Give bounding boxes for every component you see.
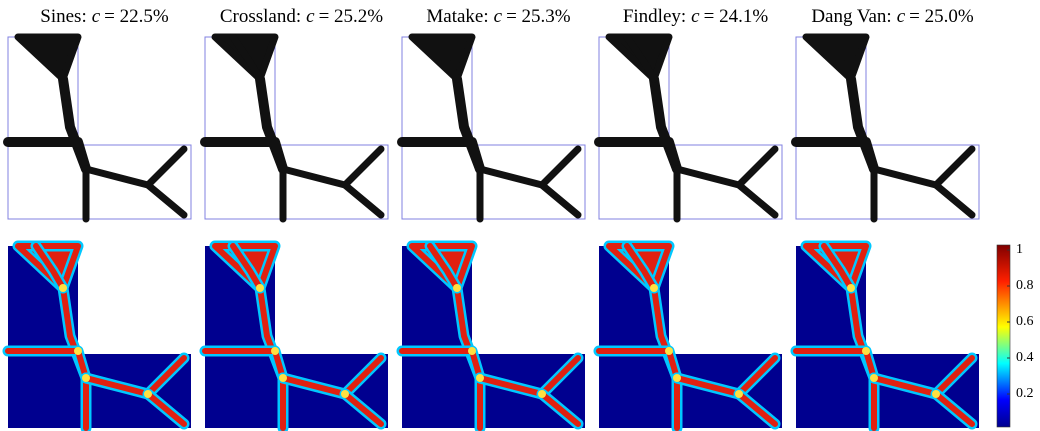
hotspot <box>847 284 855 292</box>
domain-outline <box>8 37 191 219</box>
method-name: Findley: <box>623 6 686 27</box>
value: = 24.1% <box>704 6 769 27</box>
domain-outline <box>205 37 388 219</box>
hotspot <box>870 374 878 382</box>
value: = 25.0% <box>909 6 974 27</box>
hotspot <box>476 374 484 382</box>
value: = 22.5% <box>104 6 169 27</box>
method-name: Matake: <box>426 6 488 27</box>
colorbar <box>997 245 1010 427</box>
colorbar-tick-label: 0.4 <box>1016 350 1034 365</box>
domain-outline <box>402 37 585 219</box>
hotspot <box>144 390 152 398</box>
hotspot <box>538 390 546 398</box>
panel-title: Crossland:c= 25.2% <box>220 6 383 27</box>
colorbar-tick-label: 0.6 <box>1016 314 1034 329</box>
symbol: c <box>92 6 101 27</box>
hotspot <box>673 374 681 382</box>
density-panel <box>8 37 191 219</box>
hotspot <box>271 347 279 355</box>
colorbar-tick-label: 1 <box>1016 242 1023 257</box>
panel-title: Matake: c= 25.3% <box>426 6 570 27</box>
figure: Sines:c= 22.5%Crossland:c= 25.2%Matake:c… <box>0 0 1040 431</box>
method-name: Dang Van: <box>811 6 891 27</box>
panel-title: Sines: c= 22.5% <box>40 6 169 27</box>
density-panel <box>205 37 388 219</box>
symbol: c <box>897 6 906 27</box>
density-panel <box>796 37 979 219</box>
domain-outline <box>796 37 979 219</box>
stress-panel <box>599 246 782 428</box>
colorbar-tick-label: 0.8 <box>1016 278 1034 293</box>
value: = 25.3% <box>506 6 571 27</box>
hotspot <box>453 284 461 292</box>
symbol: c <box>494 6 503 27</box>
method-name: Sines: <box>40 6 86 27</box>
density-panel <box>402 37 585 219</box>
symbol: c <box>306 6 315 27</box>
hotspot <box>74 347 82 355</box>
panel-title: Findley:c= 24.1% <box>623 6 768 27</box>
panel-title: Dang Van: c= 25.0% <box>811 6 974 27</box>
hotspot <box>256 284 264 292</box>
colorbar-tick-label: 0.2 <box>1016 386 1034 401</box>
hotspot <box>279 374 287 382</box>
hotspot <box>341 390 349 398</box>
hotspot <box>735 390 743 398</box>
density-panel <box>599 37 782 219</box>
hotspot <box>650 284 658 292</box>
hotspot <box>59 284 67 292</box>
domain-outline <box>599 37 782 219</box>
stress-panel <box>402 246 585 428</box>
hotspot <box>665 347 673 355</box>
method-name: Crossland: <box>220 6 301 27</box>
symbol: c <box>691 6 700 27</box>
stress-panel <box>205 246 388 428</box>
hotspot <box>862 347 870 355</box>
hotspot <box>82 374 90 382</box>
value: = 25.2% <box>319 6 384 27</box>
hotspot <box>932 390 940 398</box>
hotspot <box>468 347 476 355</box>
stress-panel <box>796 246 979 428</box>
stress-panel <box>8 246 191 428</box>
